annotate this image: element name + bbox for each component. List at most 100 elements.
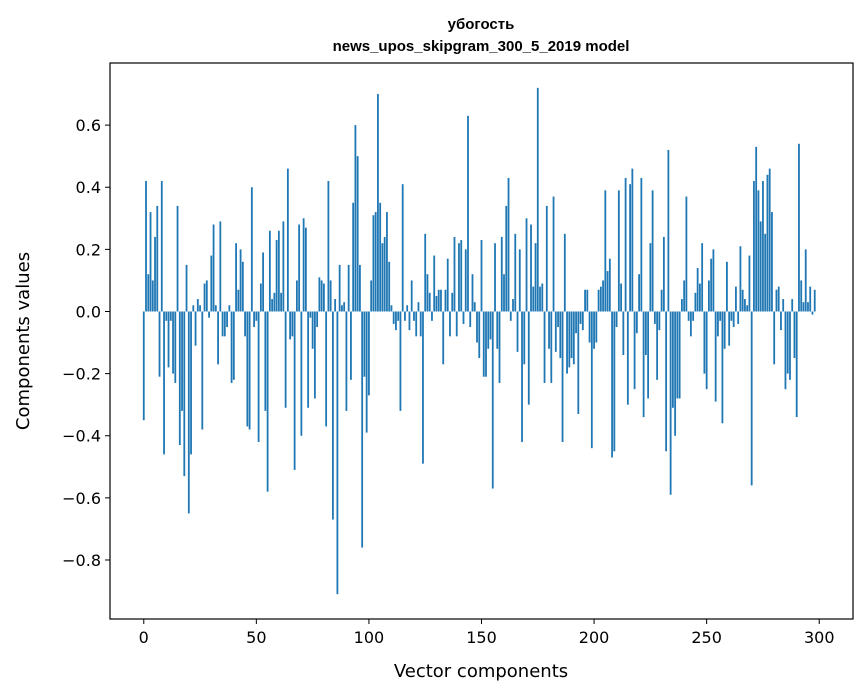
bar bbox=[377, 94, 379, 312]
bar bbox=[487, 311, 490, 349]
bar bbox=[530, 224, 532, 312]
bar bbox=[347, 264, 350, 312]
bar bbox=[145, 181, 147, 312]
bar bbox=[683, 280, 686, 312]
bar bbox=[764, 233, 767, 312]
bar bbox=[212, 224, 215, 312]
bar bbox=[471, 274, 474, 312]
bar bbox=[629, 184, 631, 312]
bar bbox=[689, 311, 692, 337]
bar bbox=[705, 311, 708, 390]
bar bbox=[613, 311, 616, 452]
bar bbox=[194, 311, 197, 346]
bar bbox=[595, 311, 598, 343]
bar bbox=[498, 311, 501, 383]
bar bbox=[246, 311, 249, 427]
bar bbox=[575, 311, 577, 334]
x-axis-ticks: 0 50 100 150 200 250 300 bbox=[139, 619, 835, 647]
bar bbox=[359, 264, 361, 312]
bar bbox=[671, 311, 674, 408]
bar bbox=[241, 261, 244, 312]
x-tick-label: 300 bbox=[804, 628, 835, 647]
bar bbox=[708, 280, 710, 312]
bar bbox=[320, 280, 323, 312]
x-tick-label: 0 bbox=[139, 628, 149, 647]
bar bbox=[232, 311, 235, 380]
bar bbox=[665, 311, 668, 452]
bar bbox=[802, 302, 805, 312]
bar bbox=[322, 283, 325, 312]
bar bbox=[345, 311, 348, 411]
bar bbox=[208, 311, 210, 318]
bar bbox=[286, 168, 289, 312]
bar bbox=[552, 196, 555, 312]
bar bbox=[316, 311, 319, 328]
bar bbox=[631, 168, 634, 312]
bar bbox=[163, 311, 165, 455]
bar bbox=[435, 295, 438, 312]
bar bbox=[365, 311, 368, 433]
bar bbox=[329, 280, 332, 312]
bar bbox=[570, 311, 573, 359]
bar bbox=[426, 274, 429, 312]
bar bbox=[264, 311, 267, 411]
bar bbox=[332, 311, 334, 520]
bar bbox=[469, 311, 472, 328]
bar bbox=[149, 212, 152, 312]
bar bbox=[611, 311, 613, 458]
bar bbox=[669, 311, 672, 495]
bar bbox=[557, 311, 559, 328]
bar bbox=[449, 311, 451, 337]
bar bbox=[428, 292, 431, 312]
bar bbox=[723, 311, 726, 349]
bar bbox=[782, 299, 785, 312]
bar bbox=[777, 286, 780, 312]
bar bbox=[255, 311, 258, 321]
bar bbox=[667, 149, 670, 312]
bar bbox=[176, 205, 179, 312]
bar bbox=[165, 311, 168, 321]
bar bbox=[160, 181, 163, 312]
bar bbox=[505, 205, 508, 312]
bar bbox=[259, 283, 262, 312]
bar bbox=[388, 261, 391, 312]
bar bbox=[401, 184, 404, 312]
bar bbox=[545, 205, 548, 312]
bar bbox=[494, 243, 496, 312]
y-tick-label: −0.2 bbox=[62, 365, 101, 384]
bar bbox=[615, 311, 618, 328]
bar bbox=[597, 289, 600, 312]
bar bbox=[183, 311, 186, 477]
bar bbox=[442, 311, 445, 365]
bar bbox=[768, 168, 771, 312]
bar bbox=[172, 311, 174, 374]
bar bbox=[268, 230, 271, 312]
bar bbox=[548, 311, 550, 349]
bar bbox=[755, 146, 758, 312]
bar bbox=[410, 280, 413, 312]
bar bbox=[559, 311, 562, 359]
bar bbox=[464, 249, 467, 312]
bar bbox=[370, 280, 373, 312]
bar bbox=[804, 249, 807, 312]
bar bbox=[158, 311, 161, 377]
bar bbox=[228, 305, 231, 312]
bar bbox=[298, 224, 301, 312]
bar bbox=[813, 289, 816, 312]
bar bbox=[617, 190, 620, 312]
bar bbox=[237, 289, 240, 312]
bar bbox=[455, 311, 458, 337]
bar bbox=[649, 243, 652, 312]
bar bbox=[190, 311, 192, 455]
bar bbox=[789, 311, 791, 380]
bar bbox=[244, 311, 246, 337]
bar bbox=[514, 233, 517, 312]
bar bbox=[584, 289, 586, 312]
bar bbox=[593, 311, 595, 349]
bar bbox=[433, 255, 436, 312]
bar bbox=[500, 236, 503, 312]
bar bbox=[395, 311, 397, 331]
bar bbox=[392, 311, 395, 324]
bar bbox=[453, 236, 456, 312]
bar bbox=[586, 289, 589, 312]
